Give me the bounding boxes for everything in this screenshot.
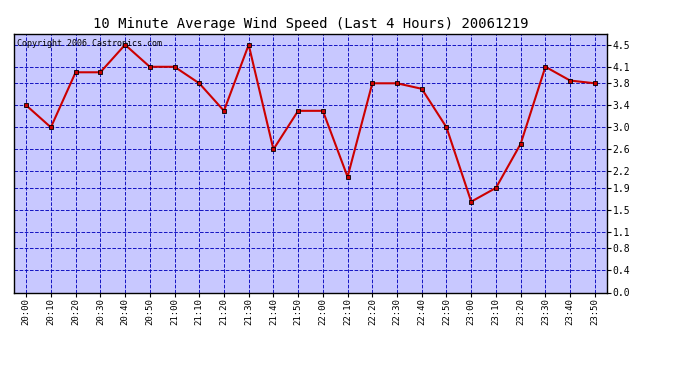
Text: Copyright 2006 Castronics.com: Copyright 2006 Castronics.com: [17, 39, 161, 48]
Title: 10 Minute Average Wind Speed (Last 4 Hours) 20061219: 10 Minute Average Wind Speed (Last 4 Hou…: [92, 17, 529, 31]
